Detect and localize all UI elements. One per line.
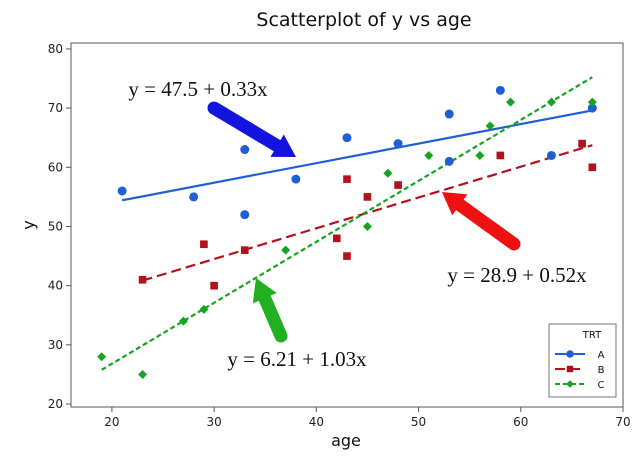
- point-b: [138, 275, 147, 284]
- legend: TRT ABC: [548, 323, 617, 398]
- point-b: [496, 151, 505, 160]
- point-c: [485, 121, 495, 131]
- y-tick-label: 20: [48, 397, 63, 411]
- point-b: [240, 246, 249, 254]
- point-a: [240, 210, 250, 220]
- fit-line-b: [142, 144, 593, 282]
- point-b: [343, 252, 351, 260]
- x-axis-title: age: [331, 431, 361, 450]
- y-tick-label: 80: [48, 42, 63, 56]
- x-tick-label: 40: [309, 415, 324, 429]
- x-tick-label: 60: [513, 415, 528, 429]
- point-a: [189, 192, 199, 202]
- point-c: [383, 168, 393, 178]
- y-tick-label: 60: [48, 160, 63, 174]
- x-tick-label: 50: [411, 415, 426, 429]
- x-tick-label: 70: [615, 415, 630, 429]
- point-a: [393, 139, 403, 149]
- legend-marker-c: [566, 380, 574, 388]
- legend-marker-b: [566, 365, 574, 373]
- regression-equation: y = 47.5 + 0.33x: [128, 77, 268, 101]
- x-axis: 20 30 40 50 60 70: [104, 407, 631, 429]
- y-tick-label: 40: [48, 279, 63, 293]
- arrow-shaft: [258, 291, 288, 343]
- point-a: [117, 186, 127, 196]
- chart-title: Scatterplot of y vs age: [256, 9, 471, 31]
- point-c: [199, 304, 209, 314]
- point-b: [343, 175, 351, 183]
- point-a: [495, 85, 505, 95]
- point-c: [281, 245, 291, 255]
- point-b: [200, 240, 208, 249]
- y-tick-label: 30: [48, 338, 63, 352]
- point-b: [332, 234, 341, 243]
- point-b: [363, 193, 372, 201]
- point-c: [424, 150, 434, 160]
- point-b: [210, 281, 218, 290]
- arrow-shaft: [453, 198, 521, 251]
- y-axis-title: y: [19, 220, 38, 229]
- legend-title: TRT: [582, 330, 602, 341]
- equation-annotations: y = 47.5 + 0.33x y = 28.9 + 0.52x y = 6.21…: [128, 77, 587, 371]
- point-c: [546, 97, 556, 107]
- arrow-head: [270, 134, 296, 157]
- point-a: [240, 145, 250, 155]
- fit-line-a: [121, 109, 593, 202]
- fit-lines: [101, 76, 593, 371]
- data-points: [97, 85, 597, 379]
- point-c: [362, 221, 372, 231]
- point-c: [138, 369, 148, 379]
- point-a: [291, 174, 301, 184]
- point-c: [506, 97, 516, 107]
- legend-label-c: C: [598, 380, 605, 391]
- point-c: [587, 97, 597, 107]
- x-tick-label: 30: [206, 415, 221, 429]
- point-a: [342, 133, 352, 143]
- point-b: [578, 139, 586, 148]
- legend-label-a: A: [598, 350, 605, 361]
- legend-label-b: B: [598, 365, 605, 376]
- arrow-shaft: [207, 101, 284, 153]
- point-b: [394, 181, 402, 189]
- point-a: [444, 109, 454, 119]
- y-tick-label: 70: [48, 101, 63, 115]
- point-b: [588, 163, 597, 172]
- point-a: [587, 103, 597, 113]
- point-a: [444, 156, 454, 166]
- point-c: [475, 150, 485, 160]
- fit-line-c: [101, 76, 593, 371]
- x-tick-label: 20: [104, 415, 119, 429]
- point-c: [178, 316, 188, 326]
- plot-frame: [70, 42, 624, 408]
- arrow-head: [252, 278, 277, 304]
- legend-marker-a: [566, 350, 574, 358]
- y-tick-label: 50: [48, 219, 63, 233]
- regression-equation: y = 6.21 + 1.03x: [227, 347, 367, 371]
- y-axis: 20 30 40 50 60 70 80: [48, 42, 71, 411]
- point-a: [546, 150, 556, 160]
- regression-equation: y = 28.9 + 0.52x: [447, 263, 587, 287]
- point-c: [97, 352, 107, 362]
- arrow-head: [442, 192, 468, 216]
